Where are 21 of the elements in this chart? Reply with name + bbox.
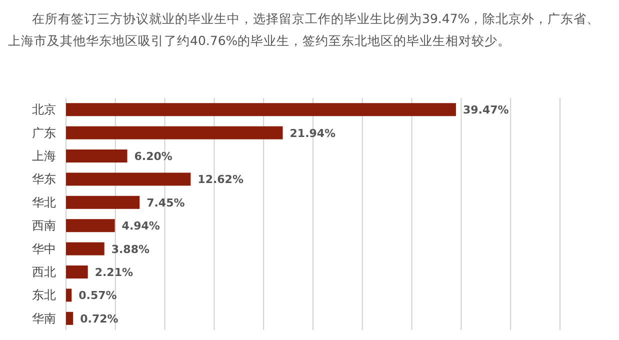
data-label: 4.94%: [122, 220, 160, 233]
y-tick-label: 北京: [32, 102, 56, 117]
data-label: 21.94%: [290, 126, 336, 140]
data-label: 2.21%: [94, 266, 134, 279]
y-tick-label: 西南: [32, 218, 56, 233]
y-tick-label: 东北: [32, 288, 56, 302]
data-label: 3.88%: [111, 242, 150, 256]
data-label: 39.47%: [462, 104, 509, 117]
y-tick-label: 广东: [32, 126, 56, 140]
y-tick-label: 华东: [32, 172, 56, 186]
y-tick-label: 华南: [32, 311, 56, 326]
data-label: 0.72%: [80, 312, 118, 326]
data-label: 0.57%: [78, 289, 117, 302]
y-tick-label: 华中: [32, 242, 56, 256]
y-tick-label: 华北: [32, 195, 56, 210]
data-label: 7.45%: [146, 196, 185, 210]
y-tick-label: 上海: [32, 149, 56, 163]
data-label: 12.62%: [198, 173, 244, 186]
chart-title: 在所有签订三方协议就业的毕业生中，选择留京工作的毕业生比例为39.47%，除北京外，广东省、上海市及其他华东地区吸引了约40.76%的毕业生，签约至东北地区的毕业生相对较少。: [8, 10, 601, 50]
y-tick-label: 西北: [32, 265, 56, 279]
data-label: 6.20%: [134, 150, 172, 163]
